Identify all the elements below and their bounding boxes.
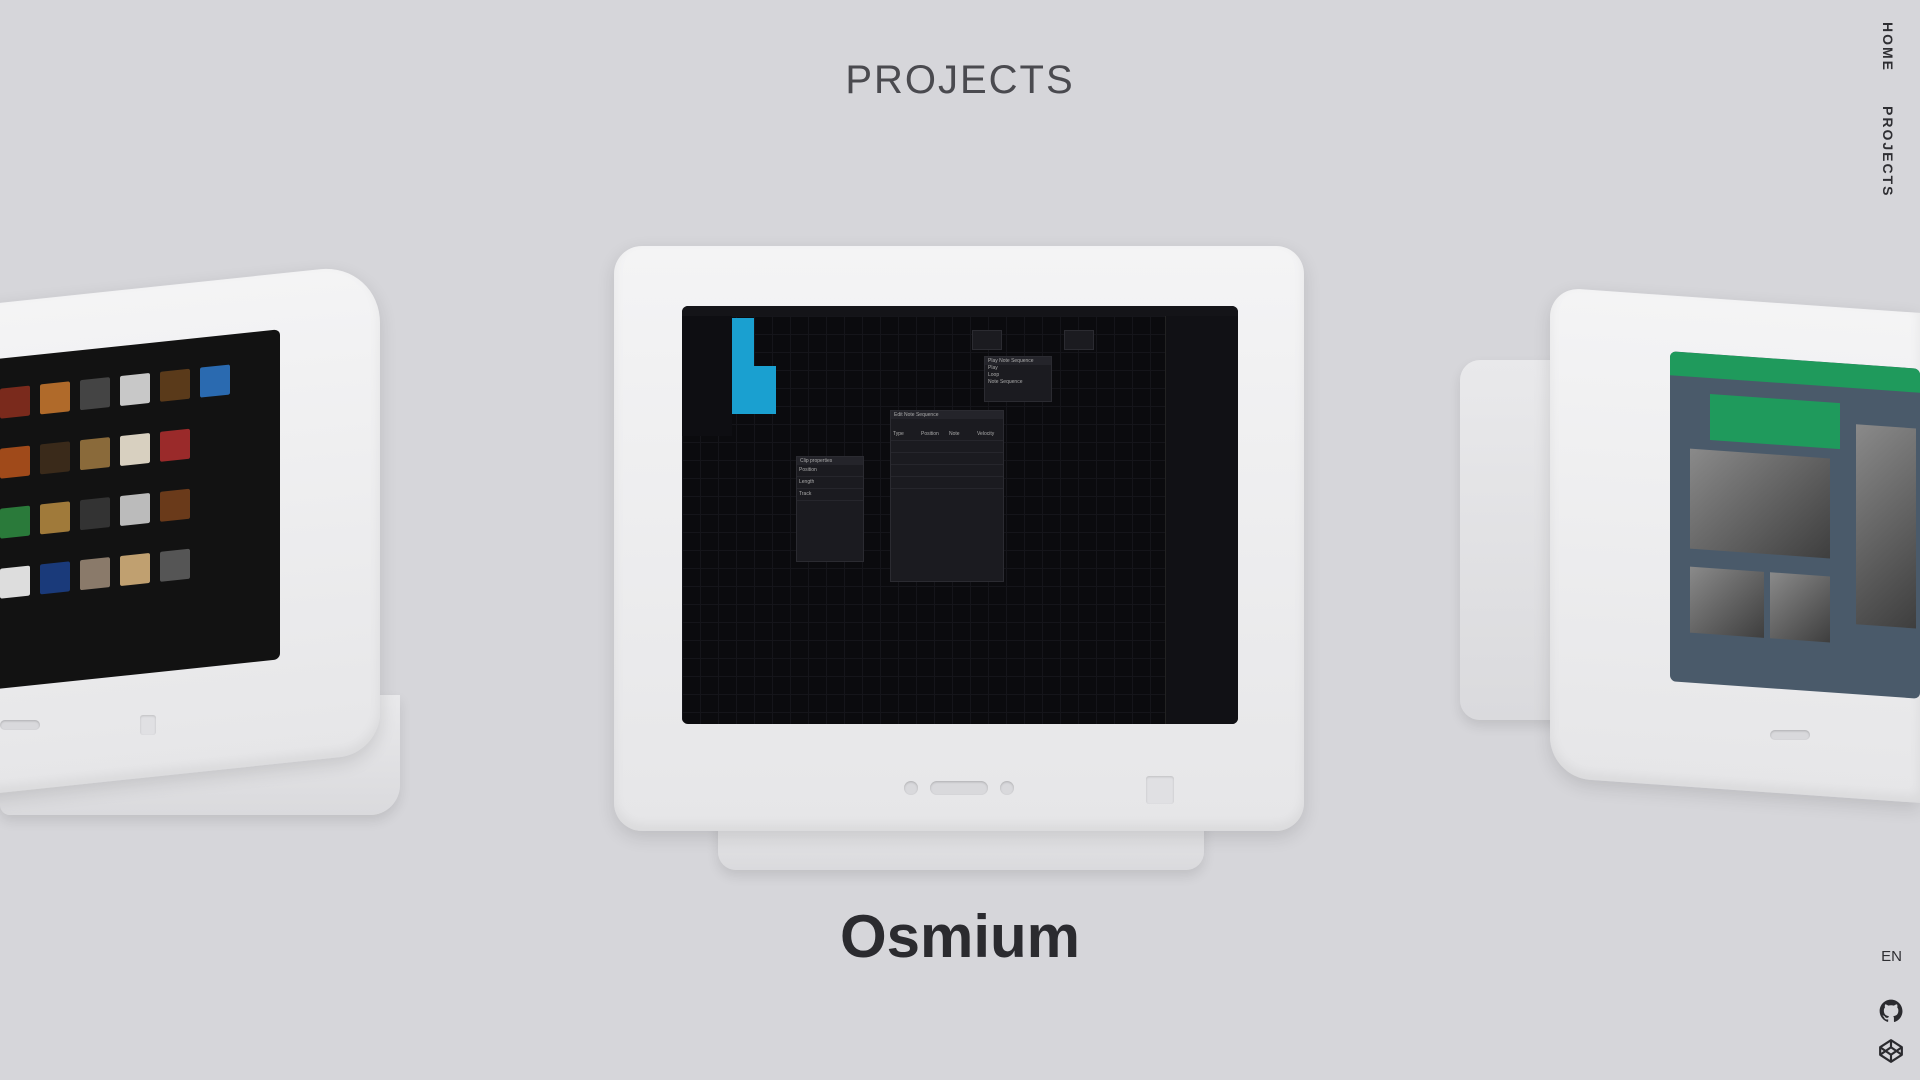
nav-home-link[interactable]: HOME [1880, 22, 1896, 72]
language-switch[interactable]: EN [1881, 948, 1902, 965]
monitor-button [930, 781, 988, 795]
note-sequence-panel: Edit Note Sequence Type Position Note Ve… [890, 410, 1004, 582]
album-cover [120, 492, 150, 527]
clip-properties-panel: Clip properties Position Length Track [796, 456, 864, 562]
node-option: Play [988, 365, 998, 371]
panel-row-label: Length [799, 479, 815, 485]
album-cover [120, 372, 150, 407]
site-photo [1690, 566, 1764, 638]
monitor-screen [0, 329, 280, 691]
album-cover [160, 428, 190, 462]
monitor-power-button [1146, 776, 1174, 804]
project-monitor-left[interactable] [0, 262, 480, 835]
column-header: Type [893, 431, 904, 437]
monitor-button [1770, 730, 1810, 740]
album-cover [0, 385, 30, 419]
table-row[interactable] [891, 465, 1003, 477]
column-header: Velocity [977, 431, 995, 437]
monitor-button [904, 781, 918, 795]
column-header: Note [949, 431, 960, 437]
node-option: Note Sequence [988, 379, 1023, 385]
clip-block[interactable] [732, 366, 776, 414]
panel-row-label: Position [799, 467, 817, 473]
codepen-icon[interactable] [1878, 1038, 1904, 1064]
site-caption-box [1710, 394, 1840, 450]
clip-block[interactable] [732, 318, 754, 366]
album-cover [160, 548, 190, 582]
side-nav: HOME PROJECTS [1880, 22, 1910, 231]
album-cover [160, 488, 190, 522]
graph-node[interactable] [972, 330, 1002, 350]
track-list [682, 316, 732, 436]
table-row[interactable] [891, 441, 1003, 453]
album-cover [80, 437, 110, 471]
album-cover [120, 432, 150, 467]
graph-node[interactable] [1064, 330, 1094, 350]
album-cover [120, 552, 150, 587]
site-photo [1690, 448, 1830, 559]
album-cover [200, 364, 230, 398]
table-row[interactable] [891, 477, 1003, 489]
monitor-button [1000, 781, 1014, 795]
column-header: Position [921, 431, 939, 437]
project-monitor-right[interactable] [1430, 287, 1920, 820]
project-name: Osmium [839, 903, 1081, 970]
panel-title: Clip properties [797, 457, 863, 465]
panel-title: Play Note Sequence [985, 357, 1051, 365]
panel-title: Edit Note Sequence [891, 411, 1003, 419]
github-icon[interactable] [1878, 998, 1904, 1024]
album-cover [40, 381, 70, 415]
album-cover [0, 565, 30, 599]
nav-projects-link[interactable]: PROJECTS [1880, 106, 1896, 198]
site-photo [1770, 572, 1830, 643]
node-option: Loop [988, 372, 1000, 378]
project-monitor-center[interactable]: Clip properties Position Length Track Ed… [614, 246, 1304, 871]
inspector-panel [1165, 316, 1238, 724]
album-cover [40, 501, 70, 535]
album-cover [0, 505, 30, 539]
album-cover [80, 497, 110, 531]
album-cover [80, 377, 110, 411]
album-cover [40, 441, 70, 475]
album-cover [0, 445, 30, 479]
album-cover [160, 368, 190, 402]
monitor-button [0, 720, 40, 730]
monitor-screen [1670, 351, 1920, 699]
album-cover [80, 557, 110, 591]
app-titlebar [682, 306, 1238, 316]
album-cover [40, 561, 70, 595]
monitor-power-button [140, 715, 156, 735]
panel-row-label: Track [799, 491, 812, 497]
table-row[interactable] [891, 453, 1003, 465]
site-photo [1856, 424, 1916, 629]
play-note-node[interactable]: Play Note Sequence Play Loop Note Sequen… [984, 356, 1052, 402]
page-title: PROJECTS [845, 58, 1075, 102]
monitor-screen: Clip properties Position Length Track Ed… [682, 306, 1238, 724]
